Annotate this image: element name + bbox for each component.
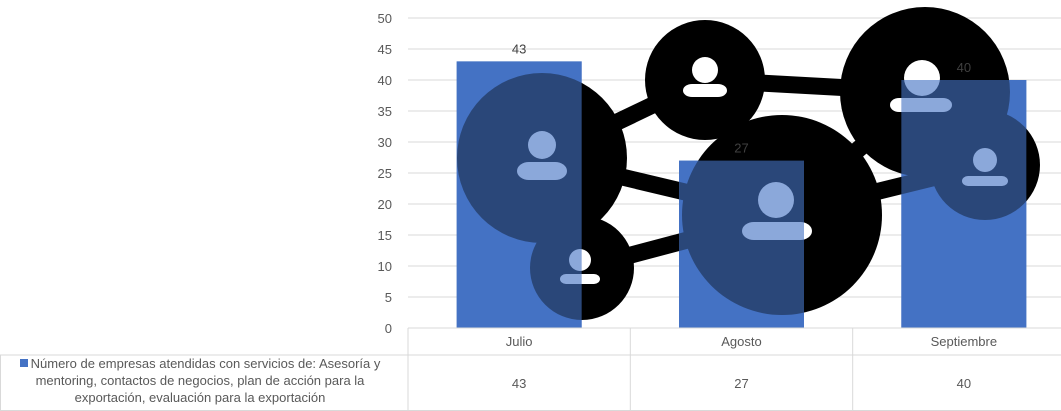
legend-entry: Número de empresas atendidas con servici… [6, 355, 394, 406]
y-tick-label: 35 [378, 104, 392, 119]
x-tick-label: Septiembre [931, 334, 997, 349]
series-name: Número de empresas atendidas con servici… [30, 356, 381, 405]
y-tick-label: 5 [385, 290, 392, 305]
y-axis: 0 5 10 15 20 25 30 35 40 45 50 [378, 11, 392, 336]
y-tick-label: 50 [378, 11, 392, 26]
y-tick-label: 10 [378, 259, 392, 274]
data-label: 43 [512, 41, 526, 56]
table-value: 27 [734, 376, 748, 391]
data-labels: 43 27 40 [512, 41, 971, 155]
data-label: 40 [957, 60, 971, 75]
y-tick-label: 40 [378, 73, 392, 88]
y-tick-label: 0 [385, 321, 392, 336]
bar-overlay [679, 160, 804, 328]
y-tick-label: 20 [378, 197, 392, 212]
y-tick-label: 30 [378, 135, 392, 150]
legend-swatch [19, 359, 28, 367]
bar-overlay [456, 61, 1027, 329]
bar-overlay [901, 80, 1027, 328]
network-node-top [645, 20, 765, 140]
y-tick-label: 15 [378, 228, 392, 243]
x-tick-label: Agosto [721, 334, 761, 349]
bar-overlay [456, 61, 582, 329]
y-tick-label: 45 [378, 42, 392, 57]
x-tick-label: Julio [506, 334, 533, 349]
y-tick-label: 25 [378, 166, 392, 181]
data-label: 27 [734, 141, 748, 156]
table-value: 40 [957, 376, 971, 391]
table-value: 43 [512, 376, 526, 391]
